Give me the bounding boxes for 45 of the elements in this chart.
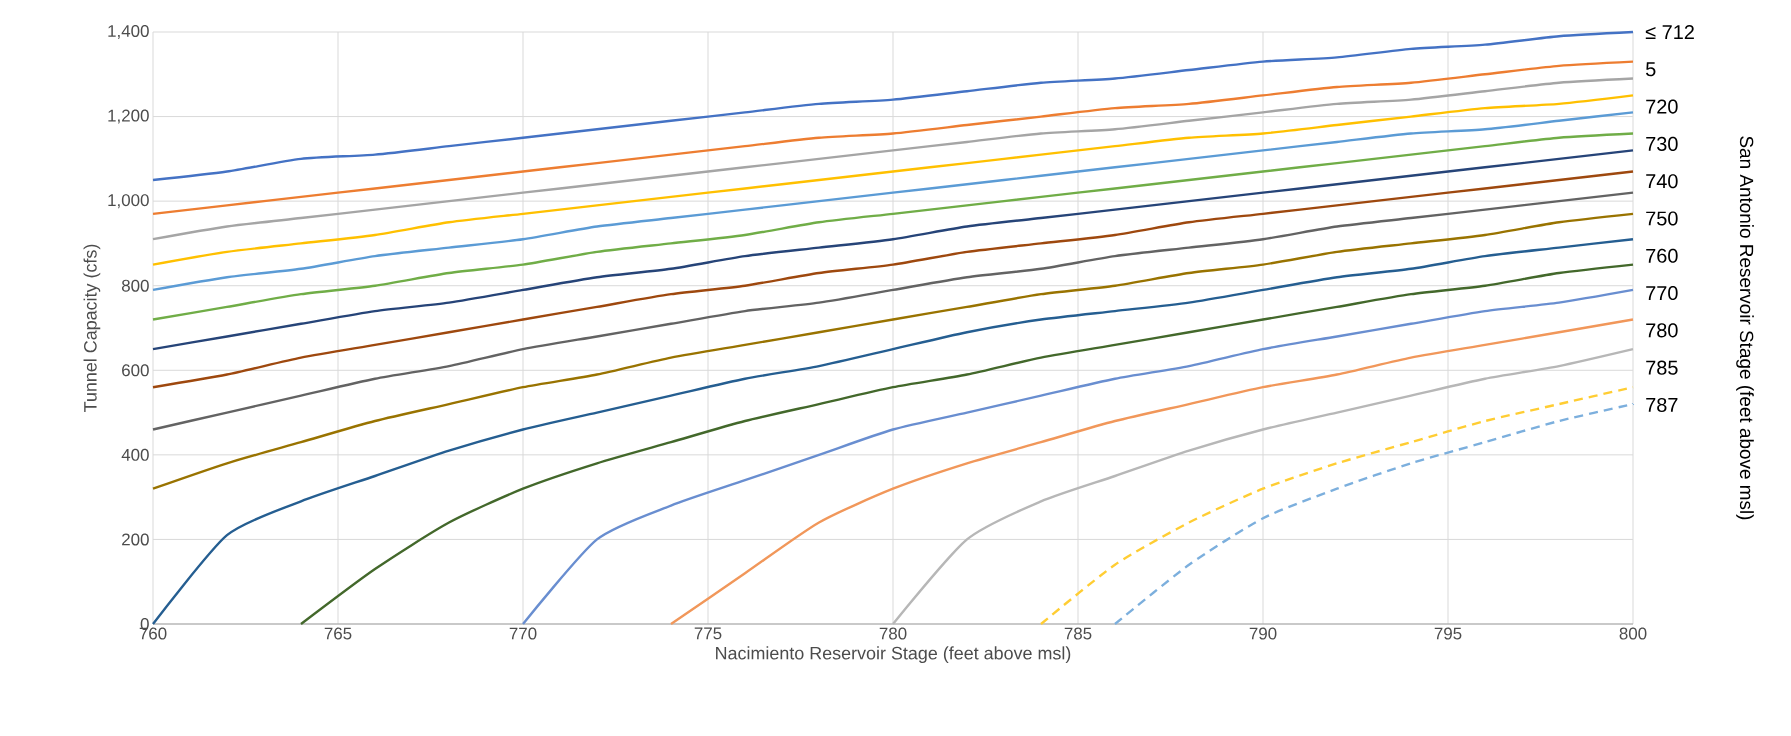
text: 760 (1646, 248, 1678, 263)
text: 770 (1646, 286, 1678, 301)
y-tick-label: 1,400 (108, 24, 149, 39)
text: 785 (1646, 360, 1678, 375)
text: 740 (1646, 174, 1678, 189)
x-tick-label: 795 (1434, 627, 1462, 640)
x-tick-label: 765 (324, 627, 352, 640)
line-series (1113, 402, 1635, 626)
line-series (151, 60, 1635, 216)
line-series (151, 77, 1635, 241)
text: 730 (1646, 136, 1678, 151)
text: ≤ 712 (1645, 25, 1694, 39)
y-tick-label: 1,000 (108, 194, 149, 209)
line-series (151, 30, 1635, 182)
x-tick-label: 785 (1064, 627, 1092, 640)
text: 780 (1646, 323, 1678, 338)
line-series (151, 111, 1635, 292)
y-tick-label: 400 (121, 448, 149, 461)
x-axis-title: Nacimiento Reservoir Stage (feet above msl) (716, 646, 1071, 664)
line-series (151, 212, 1635, 490)
x-tick-label: 780 (879, 627, 907, 640)
y-axis-title: Tunnel Capacity (cfs) (83, 244, 101, 412)
y-tick-label: 1,200 (108, 109, 149, 124)
x-tick-label: 800 (1619, 627, 1647, 640)
y-tick-label: 600 (122, 364, 149, 377)
line-series (299, 263, 1635, 626)
line-series (669, 318, 1635, 626)
text: 720 (1646, 99, 1678, 114)
line-series (891, 347, 1635, 626)
text: 787 (1646, 397, 1678, 413)
x-tick-label: 775 (694, 627, 722, 640)
line-series (151, 94, 1635, 266)
line-series (151, 132, 1635, 321)
y-tick-label: 200 (122, 533, 149, 546)
line-series (521, 288, 1635, 626)
text: 750 (1646, 211, 1678, 226)
line-series (151, 191, 1635, 431)
x-tick-label: 790 (1249, 627, 1277, 640)
line-series (151, 238, 1635, 626)
line-series (151, 170, 1635, 389)
y-tick-label: 800 (121, 279, 149, 292)
y2-axis-title: San Antonio Reservoir Stage (feet above msl) (1736, 136, 1754, 520)
x-tick-label: 770 (509, 627, 537, 640)
line-series (151, 149, 1635, 351)
text: 5 (1645, 62, 1656, 77)
